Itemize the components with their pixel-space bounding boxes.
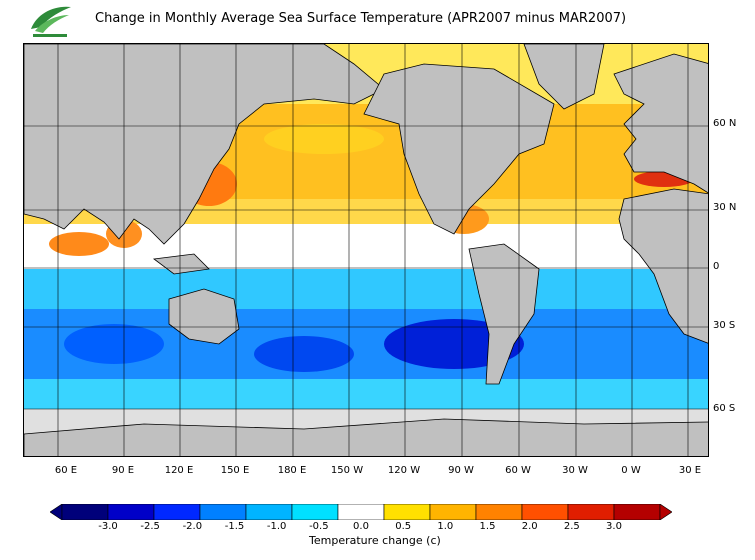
colorbar-tick-label: 1.0 [437,521,454,532]
colorbar-swatch [475,504,523,520]
lat-label: 30 N [713,202,737,213]
colorbar-tick-label: -1.0 [266,521,287,532]
lon-label: 120 W [387,465,421,476]
colorbar-tick-label: 0.0 [353,521,369,532]
colorbar-tick-label: -2.5 [140,521,160,532]
colorbar-swatch [291,504,339,520]
lon-label: 60 W [505,465,531,476]
hotspot-north-pacific [264,124,384,154]
lon-label: 60 E [54,465,78,476]
colorbar-arrow-high [659,504,672,520]
colorbar-swatch [337,504,385,520]
ocean-band-south-high [24,379,708,409]
colorbar-swatch [107,504,155,520]
colorbar-tick-label: 3.0 [606,521,622,532]
colorbar-swatch [245,504,293,520]
leaf-logo-icon [27,3,75,41]
map-canvas [24,44,708,456]
colorbar-title: Temperature change (c) [309,534,441,547]
colorbar-swatch [199,504,247,520]
colorbar-tick-label: -2.0 [182,521,203,532]
land-australia [168,288,240,345]
lon-label: 150 W [330,465,364,476]
lon-label: 90 W [448,465,474,476]
coldspot-south-indian [64,324,164,364]
colorbar-tick-label: 0.5 [395,521,412,532]
colorbar-swatch [567,504,615,520]
colorbar [50,504,672,520]
colorbar-swatch [521,504,569,520]
colorbar-tick-label: 2.0 [521,521,538,532]
ocean-band-south-low [24,269,708,309]
land-indonesia [152,253,210,275]
lon-label: 150 E [220,465,250,476]
graticule [24,44,708,456]
lat-label: 0 [713,261,720,272]
colorbar-arrow-low [50,504,63,520]
lon-label: 180 E [277,465,307,476]
lon-label: 30 W [562,465,588,476]
land-europe [613,53,708,194]
colorbar-swatch [61,504,109,520]
lon-label: 90 E [111,465,135,476]
lon-label: 0 W [621,465,641,476]
colorbar-swatch [153,504,201,520]
hotspot-indian [49,232,109,256]
lat-label: 60 S [713,403,736,414]
colorbar-tick-label: -0.5 [309,521,329,532]
lon-label: 30 E [678,465,702,476]
land-greenland [523,44,605,110]
land-north-america [363,63,555,235]
land-africa [618,188,708,344]
colorbar-tick-label: 1.5 [479,521,496,532]
chart-title: Change in Monthly Average Sea Surface Te… [95,11,627,26]
colorbar-swatch [383,504,431,520]
colorbar-tick-label: -1.5 [224,521,245,532]
colorbar-tick-label: 2.5 [563,521,580,532]
sst-change-map [23,43,709,457]
land-antarctica [24,418,708,456]
land-south-america [468,243,540,385]
lat-label: 60 N [713,118,737,129]
lon-label: 120 E [164,465,194,476]
colorbar-tick-label: -3.0 [98,521,118,532]
colorbar-swatch [613,504,661,520]
coldspot-central-south-pacific [254,336,354,372]
lat-label: 30 S [713,320,736,331]
colorbar-swatch [429,504,477,520]
land-eurasia [24,44,385,245]
